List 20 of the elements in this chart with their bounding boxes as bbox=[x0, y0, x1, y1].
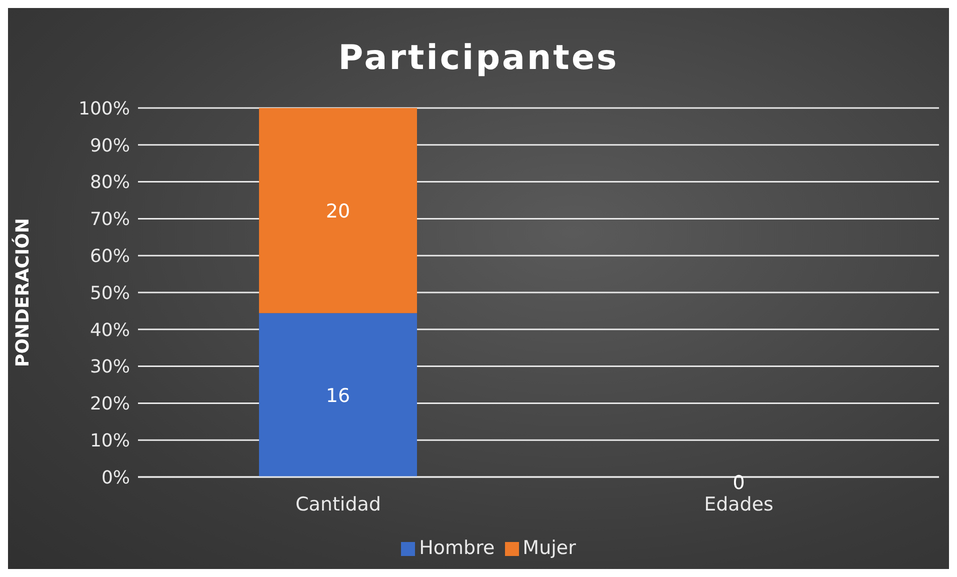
y-tick-label: 30% bbox=[90, 356, 130, 378]
y-axis-title: PONDERACIÓN bbox=[11, 218, 34, 367]
y-tick-label: 80% bbox=[90, 172, 130, 194]
y-tick-label: 20% bbox=[90, 394, 130, 415]
y-tick-label: 40% bbox=[90, 320, 130, 341]
y-tick-label: 90% bbox=[90, 135, 130, 156]
y-tick-label: 70% bbox=[90, 209, 130, 230]
legend-label: Mujer bbox=[522, 537, 576, 559]
y-tick-label: 10% bbox=[90, 430, 130, 452]
y-tick-label: 100% bbox=[78, 98, 130, 120]
y-tick-label: 60% bbox=[90, 246, 130, 267]
chart-title: Participantes bbox=[337, 38, 620, 78]
y-tick-label: 0% bbox=[101, 467, 130, 488]
y-tick-label: 50% bbox=[90, 282, 130, 304]
annotation: 20 bbox=[326, 200, 350, 223]
x-tick-label: Cantidad bbox=[296, 493, 381, 516]
annotation: 16 bbox=[326, 385, 350, 408]
legend-label: Hombre bbox=[419, 537, 495, 559]
annotation: 0 bbox=[732, 472, 745, 494]
x-tick-label: Edades bbox=[704, 493, 774, 516]
